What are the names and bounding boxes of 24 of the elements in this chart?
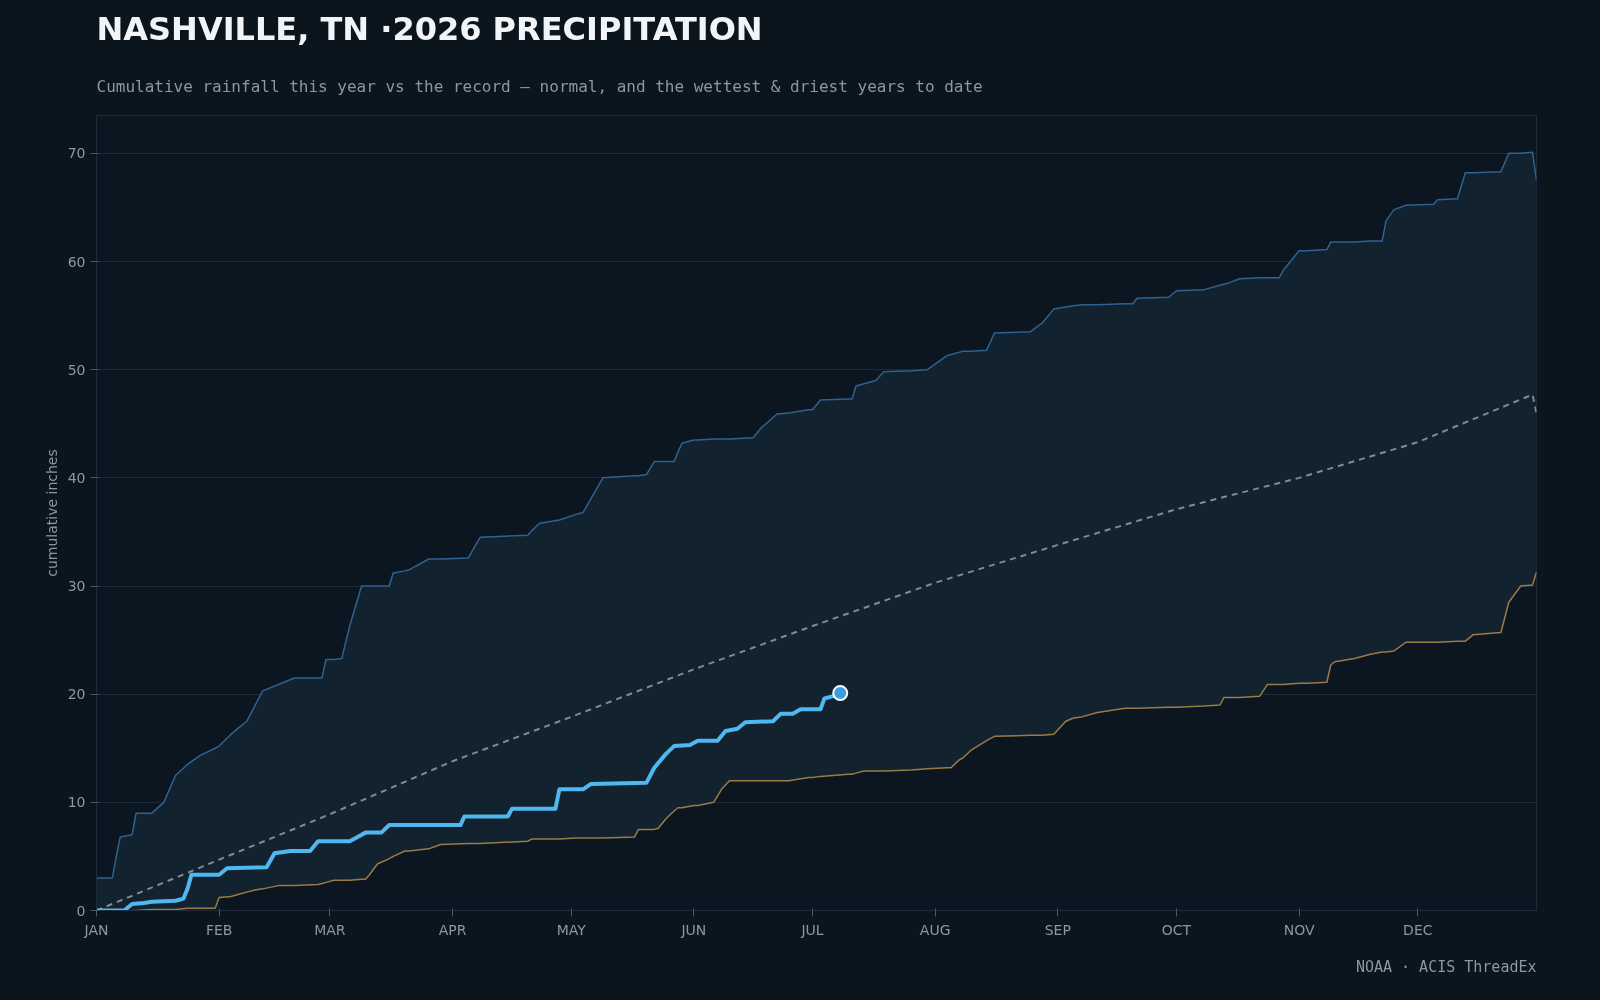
- x-tick-label: OCT: [1161, 921, 1192, 938]
- y-tick-label: 0: [76, 902, 86, 919]
- x-tick-label: JUL: [800, 921, 824, 938]
- y-tick-label: 40: [67, 469, 86, 486]
- x-tick-label: APR: [438, 921, 467, 938]
- x-tick-label: AUG: [919, 921, 951, 938]
- y-tick-label: 30: [67, 578, 86, 595]
- x-tick-label: SEP: [1044, 921, 1071, 938]
- y-axis-title: cumulative inches: [43, 449, 60, 577]
- x-tick-label: DEC: [1403, 921, 1433, 938]
- chart-subtitle: Cumulative rainfall this year vs the record — normal, and the wettest & driest years to date: [96, 76, 983, 96]
- x-tick-label: MAR: [314, 921, 346, 938]
- y-tick-label: 20: [67, 686, 86, 703]
- x-tick-label: JUN: [680, 921, 707, 938]
- y-tick-label: 10: [67, 794, 86, 811]
- y-tick-label: 70: [67, 145, 86, 162]
- chart-title: NASHVILLE, TN ·2026 PRECIPITATION: [96, 9, 763, 48]
- x-tick-label: FEB: [205, 921, 233, 938]
- x-tick-label: NOV: [1283, 921, 1315, 938]
- y-tick-label: 50: [67, 361, 86, 378]
- x-tick-label: JAN: [83, 921, 109, 938]
- x-tick-label: MAY: [556, 921, 587, 938]
- text: NOAA · ACIS ThreadEx: [1355, 957, 1537, 976]
- y-tick-label: 60: [67, 253, 86, 270]
